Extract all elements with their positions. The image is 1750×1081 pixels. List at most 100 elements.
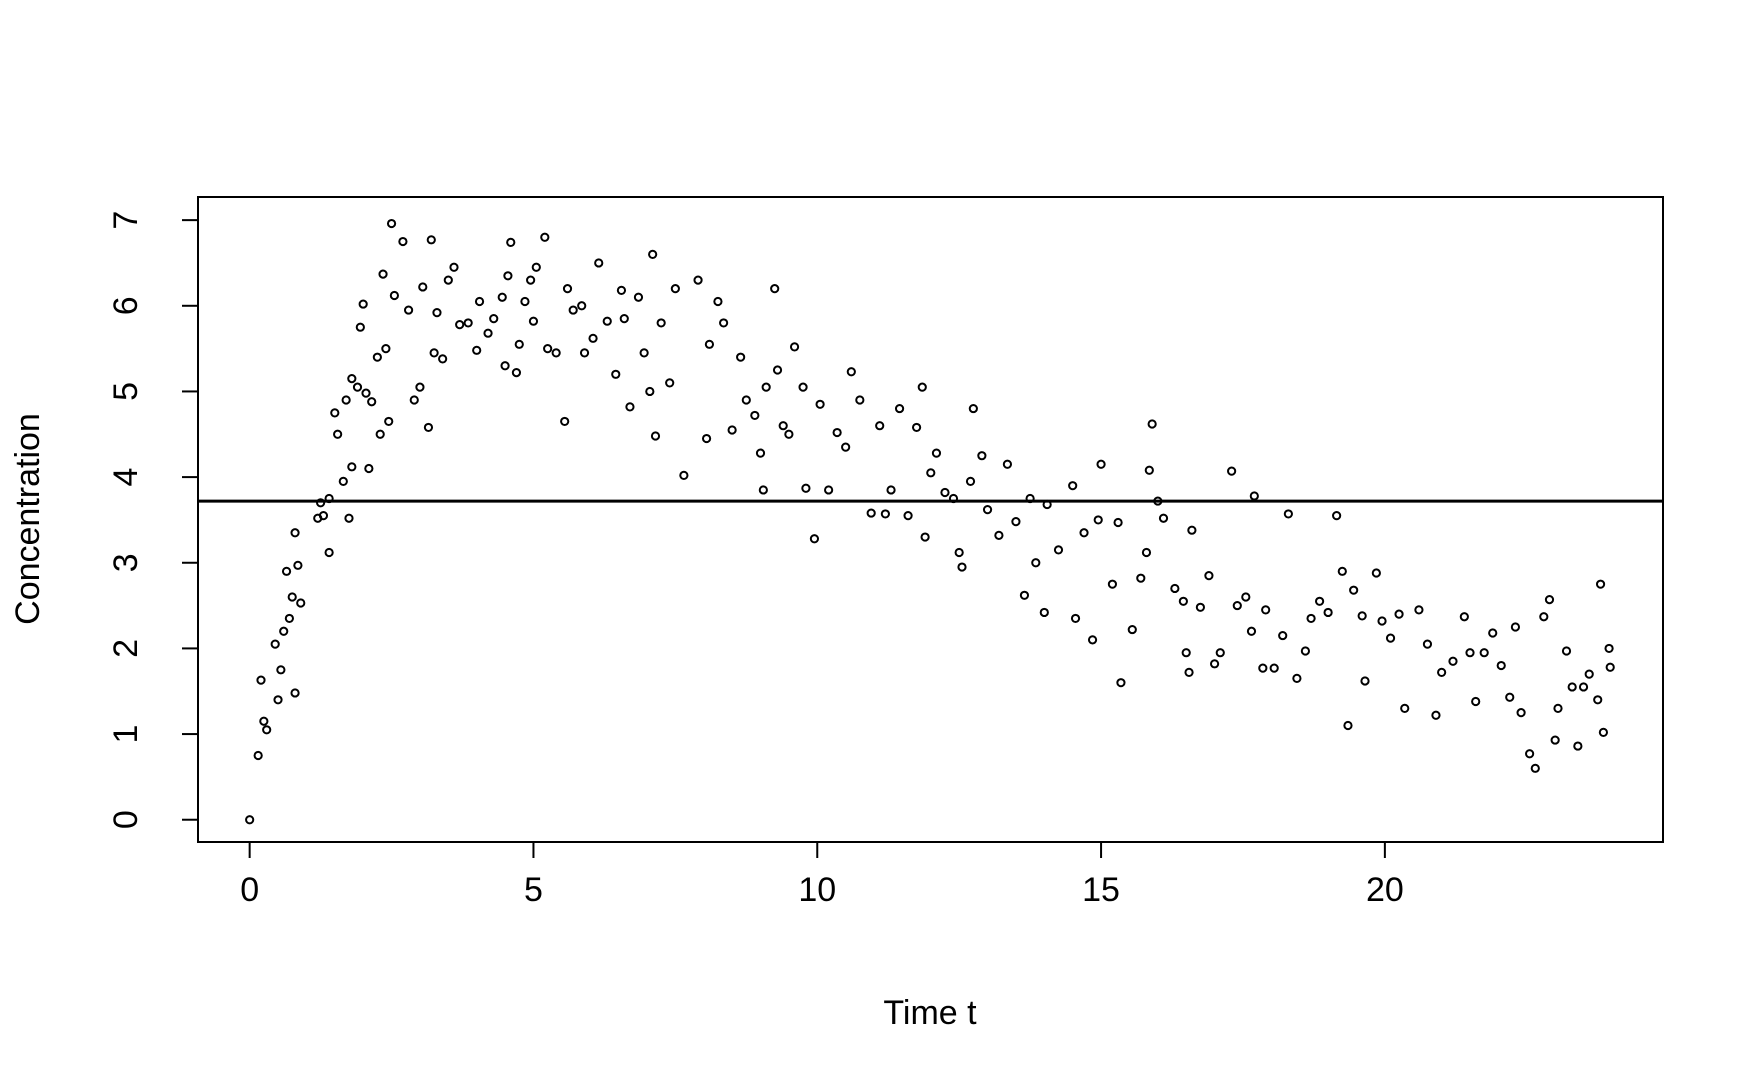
point xyxy=(1337,566,1347,576)
point xyxy=(755,448,766,458)
point xyxy=(426,235,436,245)
x-tick-label: 10 xyxy=(798,871,836,909)
point xyxy=(1107,579,1118,589)
point xyxy=(489,314,499,324)
y-axis-label: Concentration xyxy=(9,413,47,625)
x-axis-label: Time t xyxy=(883,994,977,1032)
point xyxy=(1241,592,1251,602)
point xyxy=(784,429,794,439)
point xyxy=(1300,646,1311,656)
point xyxy=(500,361,510,371)
point xyxy=(1584,669,1594,679)
point xyxy=(1031,558,1041,568)
point xyxy=(1573,741,1583,751)
point xyxy=(594,258,604,268)
point xyxy=(318,511,329,521)
point xyxy=(1604,643,1614,654)
point xyxy=(1113,517,1123,528)
point xyxy=(355,322,365,332)
point xyxy=(341,395,351,405)
point xyxy=(347,373,357,384)
point xyxy=(648,249,658,259)
point xyxy=(1593,695,1603,705)
point xyxy=(1595,579,1606,589)
point xyxy=(562,284,573,294)
point xyxy=(1510,622,1521,632)
point xyxy=(432,308,442,318)
point xyxy=(880,509,890,519)
point xyxy=(253,750,263,761)
point xyxy=(403,305,414,315)
point xyxy=(296,598,306,608)
point xyxy=(1471,696,1481,707)
point xyxy=(352,382,363,392)
point xyxy=(1544,594,1555,605)
point xyxy=(616,285,627,295)
point xyxy=(968,403,978,414)
point xyxy=(506,237,516,247)
point xyxy=(333,429,343,439)
point xyxy=(520,296,530,307)
point xyxy=(1567,682,1577,692)
point xyxy=(1215,648,1225,658)
point xyxy=(1343,720,1353,731)
point xyxy=(798,382,808,392)
point xyxy=(1187,525,1197,535)
y-tick-label: 5 xyxy=(107,382,145,401)
point xyxy=(1561,646,1572,656)
point xyxy=(588,333,598,343)
point xyxy=(423,422,434,433)
point xyxy=(577,301,587,311)
point xyxy=(1209,659,1220,669)
point xyxy=(381,344,391,354)
point xyxy=(824,485,834,495)
y-tick-label: 1 xyxy=(107,725,145,744)
point xyxy=(347,462,357,472)
point xyxy=(474,296,485,307)
point xyxy=(1605,662,1615,672)
point xyxy=(1496,660,1506,671)
point xyxy=(1332,511,1342,521)
point xyxy=(528,316,539,326)
point xyxy=(1204,571,1214,581)
point xyxy=(875,421,885,431)
point xyxy=(455,320,465,330)
point xyxy=(1070,613,1081,624)
point xyxy=(290,688,300,698)
point xyxy=(429,348,439,358)
point xyxy=(245,815,255,825)
point xyxy=(1019,590,1030,600)
point xyxy=(1025,493,1035,504)
point xyxy=(801,483,811,493)
point xyxy=(719,318,729,328)
point xyxy=(290,528,300,538)
point xyxy=(1269,663,1279,673)
point xyxy=(704,339,715,349)
point xyxy=(378,269,388,279)
point xyxy=(611,369,621,379)
point xyxy=(778,421,788,431)
point xyxy=(384,416,394,427)
point xyxy=(418,282,428,292)
point xyxy=(338,476,348,486)
point xyxy=(279,626,289,636)
point xyxy=(1400,703,1410,713)
point xyxy=(1227,466,1237,476)
point xyxy=(472,345,482,355)
point xyxy=(977,451,987,461)
point xyxy=(1278,630,1288,641)
point xyxy=(894,403,905,414)
plot-frame xyxy=(197,196,1664,843)
x-tick-label: 0 xyxy=(240,871,259,909)
point xyxy=(1394,609,1404,619)
point xyxy=(1261,605,1271,615)
point xyxy=(358,299,368,309)
point xyxy=(758,485,768,495)
y-tick-label: 0 xyxy=(107,810,145,829)
point xyxy=(270,639,280,649)
point xyxy=(815,399,825,409)
point xyxy=(903,511,913,521)
point xyxy=(1147,419,1157,429)
point xyxy=(463,318,473,328)
